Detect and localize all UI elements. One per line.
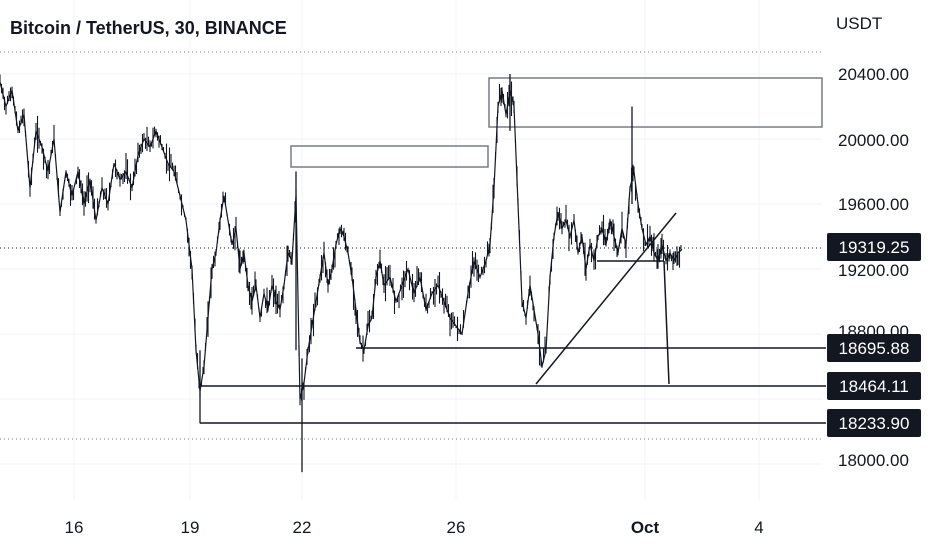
y-tick-label: 20000.00 (838, 131, 909, 150)
y-tick-label: 19200.00 (838, 261, 909, 280)
price-tag-label: 18464.11 (839, 377, 909, 396)
x-tick-label: 16 (65, 518, 84, 537)
price-series (0, 74, 683, 473)
price-tag (827, 372, 921, 400)
price-tag (827, 409, 921, 437)
price-tag-label: 19319.25 (839, 238, 910, 257)
price-tag (827, 334, 921, 362)
drawing-annotations (290, 77, 823, 385)
chart-grid (0, 0, 822, 500)
x-tick-label: 26 (447, 518, 466, 537)
price-tag (827, 233, 921, 261)
x-tick-label: 22 (293, 518, 312, 537)
resistance-box-left (290, 145, 489, 168)
x-tick-label: 19 (181, 518, 200, 537)
x-tick-label: Oct (631, 518, 660, 537)
close-line (0, 81, 683, 400)
x-tick-label: 4 (754, 518, 763, 537)
y-tick-label: 20400.00 (838, 65, 909, 84)
resistance-box-right (488, 77, 823, 128)
price-tag-label: 18233.90 (839, 414, 910, 433)
price-labels: 19319.25 18695.88 18464.11 18233.90 (827, 233, 921, 437)
chart-title: Bitcoin / TetherUS, 30, BINANCE (10, 18, 287, 38)
price-tag-label: 18695.88 (839, 339, 910, 358)
y-tick-label: 18000.00 (838, 451, 909, 470)
y-tick-label: 19600.00 (838, 195, 909, 214)
horizontal-levels (200, 347, 826, 424)
time-axis[interactable]: 16 19 22 26 Oct 4 (65, 518, 764, 537)
drop-line (663, 260, 670, 385)
currency-unit: USDT (836, 14, 883, 33)
